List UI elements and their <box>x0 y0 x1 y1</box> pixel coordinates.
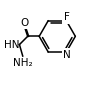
Text: HN: HN <box>4 40 19 50</box>
Text: F: F <box>64 12 69 22</box>
Text: N: N <box>63 50 71 60</box>
Text: NH₂: NH₂ <box>13 58 33 68</box>
Text: O: O <box>20 18 28 28</box>
